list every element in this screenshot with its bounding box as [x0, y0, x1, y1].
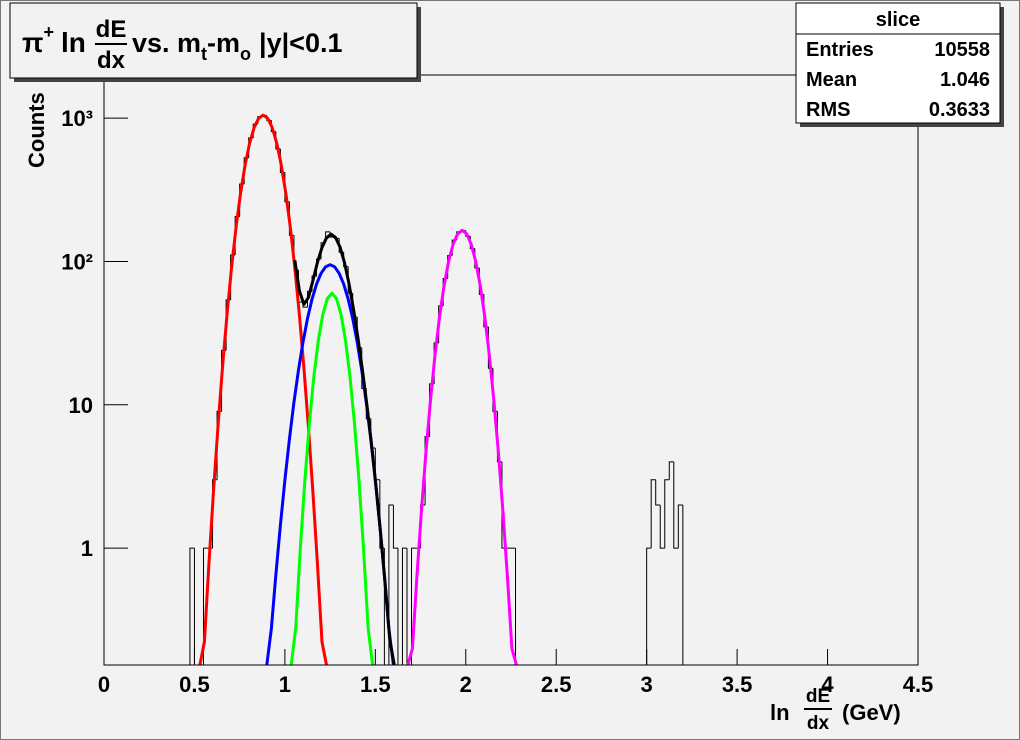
- title-part: π: [22, 27, 43, 58]
- y-tick-label: 10³: [61, 106, 93, 131]
- stats-value: 10558: [934, 39, 990, 61]
- histogram-bin: [668, 461, 674, 480]
- title-part: |y|<0.1: [259, 28, 342, 58]
- x-tick-label: 1: [279, 672, 291, 697]
- title-right: vs. mt-mo |y|<0.1: [132, 28, 342, 64]
- histogram-bin: [646, 547, 652, 665]
- x-tick-label: 1.5: [360, 672, 391, 697]
- histogram-bin: [515, 548, 521, 665]
- histogram-bin: [659, 504, 665, 549]
- histogram-bin: [406, 548, 412, 665]
- title-part: -m: [207, 28, 240, 58]
- fit-curves: [198, 113, 518, 665]
- stats-value: 0.3633: [929, 99, 990, 121]
- x-tick-label: 4: [821, 672, 834, 697]
- histogram-bin: [411, 547, 417, 665]
- histogram-bin: [189, 547, 195, 665]
- stats-box: [795, 2, 1001, 124]
- y-axis-label: Counts: [24, 92, 49, 168]
- title-num: dE: [96, 16, 127, 43]
- x-tick-label: 0: [98, 672, 110, 697]
- title-part: o: [240, 44, 251, 64]
- stats-label: Mean: [806, 69, 857, 91]
- y-tick-label: 1: [81, 536, 93, 561]
- y-tick-label: 10: [69, 393, 93, 418]
- stats-title: slice: [876, 9, 920, 31]
- title-part: t: [201, 44, 207, 64]
- x-tick-label: 0.5: [179, 672, 210, 697]
- fit-curve: [198, 113, 328, 665]
- x-label-num: dE: [806, 686, 830, 707]
- histogram-bin: [650, 479, 656, 549]
- title-part: +: [43, 22, 54, 42]
- histogram-bin: [664, 479, 670, 549]
- histogram-bin: [193, 548, 199, 665]
- stats-label: RMS: [806, 99, 850, 121]
- x-tick-label: 3.5: [722, 672, 753, 697]
- x-tick-label: 2: [460, 672, 472, 697]
- title-left: π+ ln: [22, 22, 86, 58]
- histogram-bin: [397, 548, 403, 665]
- histogram-bin: [682, 504, 688, 665]
- title-part: ln: [61, 27, 86, 58]
- histogram-bin: [202, 547, 209, 665]
- stats-label: Entries: [806, 39, 874, 61]
- x-label-ln: ln: [770, 700, 790, 725]
- fit-curve: [289, 291, 375, 665]
- fit-curve: [293, 232, 396, 665]
- fit-curve: [406, 228, 518, 665]
- x-tick-label: 4.5: [903, 672, 934, 697]
- title-box: [9, 2, 418, 79]
- x-label-den: dx: [807, 713, 830, 734]
- x-tick-label: 2.5: [541, 672, 572, 697]
- histogram-bin: [655, 479, 661, 506]
- frame: [103, 74, 919, 666]
- histogram-bin: [677, 504, 683, 549]
- histogram-bin: [401, 547, 407, 665]
- y-tick-label: 10²: [61, 249, 93, 274]
- title-den: dx: [97, 47, 126, 74]
- histogram-bin: [392, 504, 398, 549]
- histogram-bin: [673, 461, 679, 549]
- x-label-unit: (GeV): [842, 700, 901, 725]
- stats-value: 1.046: [940, 69, 990, 91]
- title-part: vs. m: [132, 28, 201, 58]
- x-tick-label: 3: [641, 672, 653, 697]
